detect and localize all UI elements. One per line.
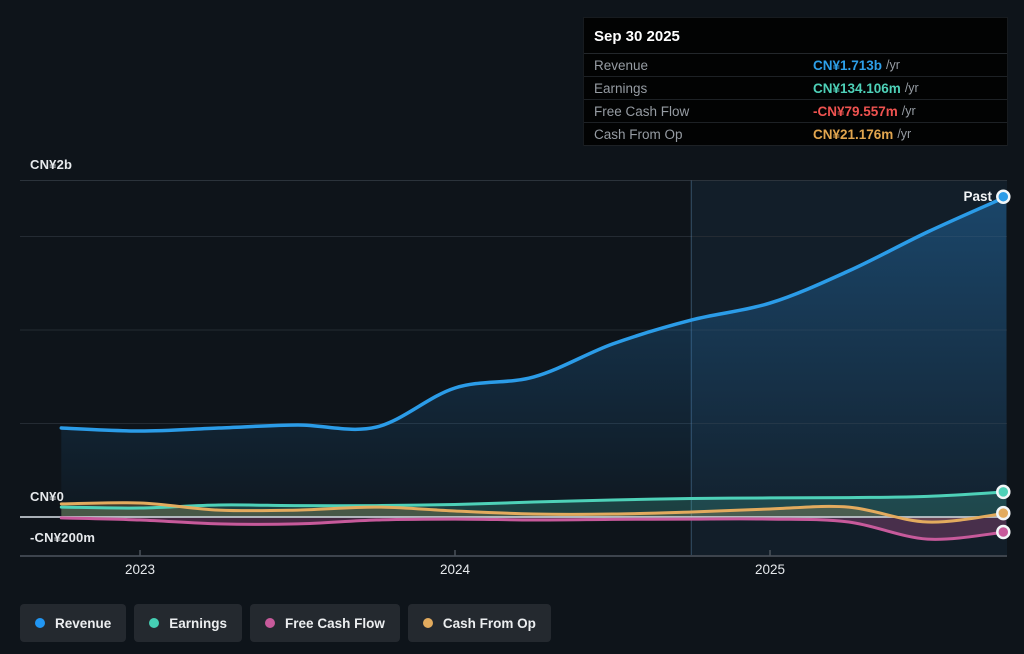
earnings-line: [59, 490, 1008, 510]
legend-label: Free Cash Flow: [285, 615, 385, 631]
free-cash-flow-end-marker: [996, 524, 1011, 540]
tooltip-unit: /yr: [901, 104, 916, 118]
legend-item-cash-from-op[interactable]: Cash From Op: [407, 604, 551, 642]
cash-from-op-dot-icon: [422, 618, 433, 628]
tooltip-label: Earnings: [594, 80, 648, 96]
earnings-dot-icon: [149, 618, 160, 628]
tooltip-label: Free Cash Flow: [594, 103, 690, 119]
tooltip-row-free-cash-flow: Free Cash Flow -CN¥79.557m /yr: [584, 100, 1007, 123]
chart-tooltip: Sep 30 2025 Revenue CN¥1.713b /yr Earnin…: [583, 17, 1008, 146]
x-axis-label-2023: 2023: [124, 562, 156, 577]
free-cash-flow-dot-icon: [265, 618, 276, 628]
legend-item-revenue[interactable]: Revenue: [20, 604, 127, 642]
tooltip-value: CN¥134.106m: [813, 80, 901, 96]
revenue-area: [61, 196, 1007, 517]
legend-item-earnings[interactable]: Earnings: [134, 604, 243, 642]
legend-item-free-cash-flow[interactable]: Free Cash Flow: [250, 604, 400, 642]
tooltip-date: Sep 30 2025: [584, 18, 1007, 54]
earnings-end-marker: [996, 484, 1011, 500]
cash-from-op-line: [59, 501, 1008, 524]
tooltip-value: CN¥21.176m: [813, 126, 894, 142]
legend-label: Earnings: [169, 615, 228, 631]
tooltip-value: -CN¥79.557m: [813, 103, 898, 119]
y-axis-label-zero: CN¥0: [30, 489, 65, 504]
revenue-dot-icon: [35, 618, 45, 628]
cash-from-op-end-marker: [996, 505, 1011, 521]
tooltip-unit: /yr: [886, 58, 900, 72]
y-axis-label-max: CN¥2b: [30, 157, 73, 172]
tooltip-label: Cash From Op: [594, 126, 683, 142]
legend-label: Cash From Op: [442, 615, 536, 631]
tooltip-row-cash-from-op: Cash From Op CN¥21.176m /yr: [584, 123, 1007, 146]
y-axis-label-min: -CN¥200m: [30, 530, 96, 545]
free-cash-flow-line: [59, 516, 1008, 541]
tooltip-row-earnings: Earnings CN¥134.106m /yr: [584, 77, 1007, 100]
x-axis-label-2025: 2025: [754, 562, 786, 577]
tooltip-label: Revenue: [594, 57, 649, 73]
revenue-end-marker: [996, 189, 1011, 204]
tooltip-unit: /yr: [897, 127, 912, 141]
legend-label: Revenue: [55, 615, 112, 631]
tooltip-unit: /yr: [904, 81, 919, 95]
tooltip-row-revenue: Revenue CN¥1.713b /yr: [584, 54, 1007, 77]
chart-legend: Revenue Earnings Free Cash Flow Cash Fro…: [20, 604, 551, 642]
past-section-label: Past: [963, 189, 992, 204]
tooltip-value: CN¥1.713b: [813, 57, 883, 73]
revenue-line: [59, 194, 1009, 433]
x-axis-label-2024: 2024: [439, 562, 471, 577]
